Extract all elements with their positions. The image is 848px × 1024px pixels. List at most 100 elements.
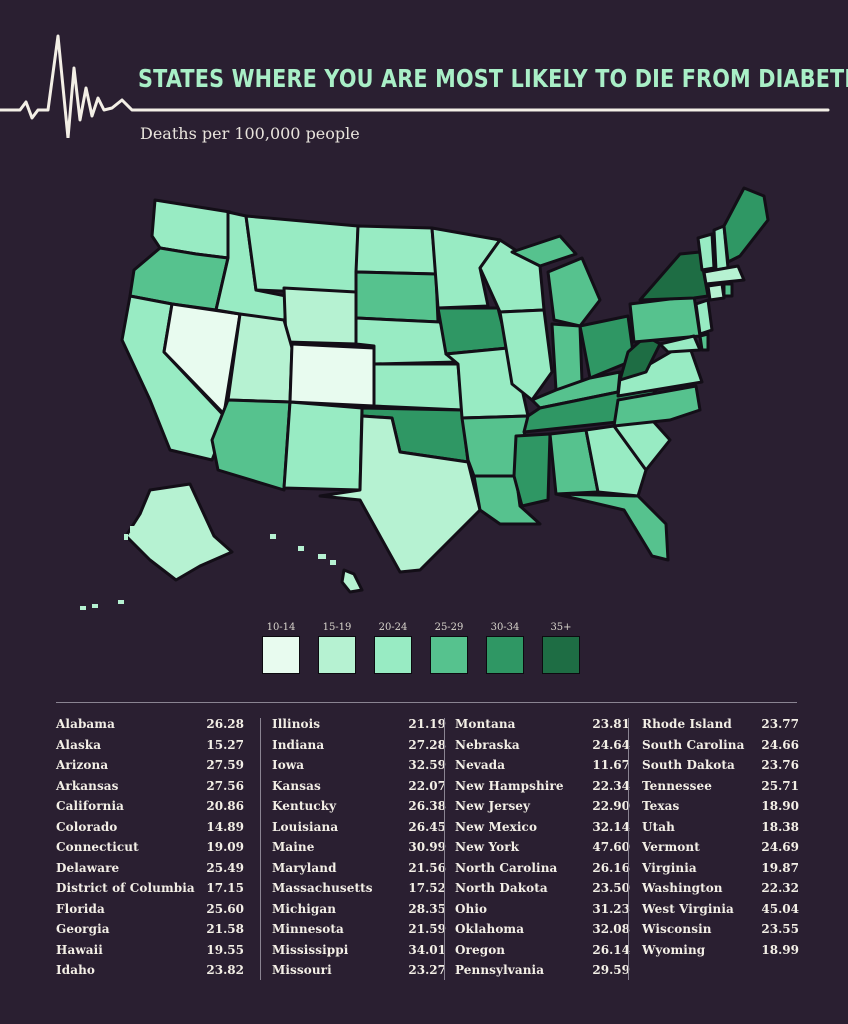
table-row: Texas 18.90 <box>642 796 799 817</box>
state-maryland <box>658 334 702 354</box>
table-row: Alaska 15.27 <box>56 735 244 756</box>
column-divider <box>628 718 629 980</box>
state-name: Maryland <box>272 860 337 875</box>
heartbeat-line-icon <box>0 34 830 138</box>
table-row: New York 47.60 <box>455 837 630 858</box>
table-row: Minnesota 21.59 <box>272 919 446 940</box>
state-value: 28.35 <box>408 901 446 916</box>
state-name: Kansas <box>272 778 321 793</box>
state-name: Michigan <box>272 901 337 916</box>
alaska-island <box>130 526 135 532</box>
column-divider <box>444 718 445 980</box>
legend-label: 15-19 <box>322 622 352 633</box>
state-value: 24.66 <box>761 737 799 752</box>
state-value: 26.45 <box>408 819 446 834</box>
state-name: New Hampshire <box>455 778 564 793</box>
state-value: 21.19 <box>408 717 446 732</box>
state-value: 18.38 <box>761 819 799 834</box>
page-subtitle: Deaths per 100,000 people <box>140 124 360 143</box>
state-value: 30.99 <box>408 840 446 855</box>
state-value: 23.82 <box>206 963 244 978</box>
state-name: Alabama <box>56 717 115 732</box>
state-name: Arkansas <box>56 778 119 793</box>
state-minnesota <box>430 226 502 310</box>
state-value: 26.28 <box>206 717 244 732</box>
hawaii-island <box>298 546 304 551</box>
state-value: 27.56 <box>206 778 244 793</box>
legend: 10-14 15-19 20-24 25-29 30-34 35+ <box>262 620 602 680</box>
table-row: Nevada 11.67 <box>455 755 630 776</box>
state-value: 31.23 <box>592 901 630 916</box>
state-florida <box>554 492 670 562</box>
table-row: Montana 23.81 <box>455 714 630 735</box>
state-value: 47.60 <box>592 840 630 855</box>
state-name: Delaware <box>56 860 120 875</box>
page-title: STATES WHERE YOU ARE MOST LIKELY TO DIE … <box>138 64 848 93</box>
table-row: Maryland 21.56 <box>272 858 446 879</box>
state-value: 32.14 <box>592 819 630 834</box>
table-column: Illinois 21.19 Indiana 27.28 Iowa 32.59 Kansas… <box>272 714 446 981</box>
state-name: New Jersey <box>455 799 531 814</box>
table-row: Florida 25.60 <box>56 899 244 920</box>
state-georgia <box>584 424 648 498</box>
state-name: Maine <box>272 840 315 855</box>
state-arizona <box>210 398 292 492</box>
legend-item: 30-34 <box>486 620 524 674</box>
state-value: 25.49 <box>206 860 244 875</box>
state-value: 25.60 <box>206 901 244 916</box>
state-value: 17.15 <box>206 881 244 896</box>
state-montana <box>244 214 360 296</box>
legend-swatch <box>374 636 412 674</box>
state-value: 21.59 <box>408 922 446 937</box>
state-value: 21.58 <box>206 922 244 937</box>
state-value: 27.59 <box>206 758 244 773</box>
state-indiana <box>550 322 584 392</box>
table-row: Michigan 28.35 <box>272 899 446 920</box>
state-value: 22.34 <box>592 778 630 793</box>
table-row: Oklahoma 32.08 <box>455 919 630 940</box>
state-value: 26.14 <box>592 942 630 957</box>
state-north-dakota <box>354 224 438 276</box>
legend-item: 10-14 <box>262 620 300 674</box>
legend-swatch <box>318 636 356 674</box>
state-name: Illinois <box>272 717 321 732</box>
state-name: Missouri <box>272 963 332 978</box>
table-row: West Virginia 45.04 <box>642 899 799 920</box>
state-texas <box>318 414 482 574</box>
legend-item: 25-29 <box>430 620 468 674</box>
state-pennsylvania <box>628 294 702 344</box>
table-row: Delaware 25.49 <box>56 858 244 879</box>
state-south-dakota <box>354 270 440 324</box>
state-name: North Dakota <box>455 881 548 896</box>
state-value: 14.89 <box>206 819 244 834</box>
state-name: New York <box>455 840 520 855</box>
table-row: Louisiana 26.45 <box>272 817 446 838</box>
state-name: Louisiana <box>272 819 339 834</box>
state-value: 45.04 <box>761 901 799 916</box>
state-utah <box>226 312 294 404</box>
state-value: 26.16 <box>592 860 630 875</box>
state-iowa <box>436 306 510 356</box>
table-row: Massachusetts 17.52 <box>272 878 446 899</box>
legend-swatch <box>430 636 468 674</box>
state-value: 23.77 <box>761 717 799 732</box>
table-row: Rhode Island 23.77 <box>642 714 799 735</box>
header: STATES WHERE YOU ARE MOST LIKELY TO DIE … <box>0 0 848 150</box>
state-value: 18.99 <box>761 942 799 957</box>
state-value: 18.90 <box>761 799 799 814</box>
state-name: Florida <box>56 901 105 916</box>
table-row: Illinois 21.19 <box>272 714 446 735</box>
table-row: Hawaii 19.55 <box>56 940 244 961</box>
state-value: 24.64 <box>592 737 630 752</box>
state-hawaii <box>340 568 364 594</box>
state-value: 23.55 <box>761 922 799 937</box>
table-row: New Mexico 32.14 <box>455 817 630 838</box>
state-name: West Virginia <box>642 901 734 916</box>
state-name: Vermont <box>642 840 700 855</box>
table-row: Georgia 21.58 <box>56 919 244 940</box>
state-name: Kentucky <box>272 799 337 814</box>
state-name: Rhode Island <box>642 717 732 732</box>
table-row: Idaho 23.82 <box>56 960 244 981</box>
table-row: Connecticut 19.09 <box>56 837 244 858</box>
column-divider <box>260 718 261 980</box>
